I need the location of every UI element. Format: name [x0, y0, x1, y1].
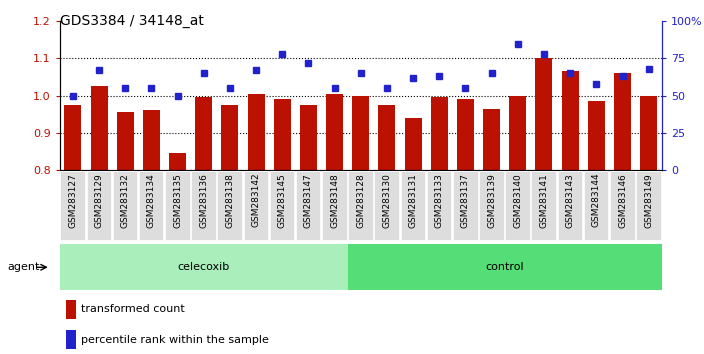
Text: transformed count: transformed count [81, 304, 184, 314]
Bar [248, 94, 265, 170]
FancyBboxPatch shape [191, 171, 216, 240]
Bar [352, 96, 370, 170]
FancyBboxPatch shape [61, 171, 85, 240]
FancyBboxPatch shape [270, 171, 294, 240]
Bar [588, 101, 605, 170]
Text: control: control [486, 262, 524, 272]
Text: GSM283141: GSM283141 [539, 173, 548, 228]
Bar [222, 105, 239, 170]
Text: GSM283142: GSM283142 [251, 173, 260, 227]
Text: GSM283135: GSM283135 [173, 173, 182, 228]
Bar [457, 99, 474, 170]
Bar [274, 99, 291, 170]
FancyBboxPatch shape [610, 171, 634, 240]
FancyBboxPatch shape [244, 171, 268, 240]
Bar [326, 94, 343, 170]
Text: GSM283148: GSM283148 [330, 173, 339, 228]
Bar [640, 96, 657, 170]
Text: GSM283139: GSM283139 [487, 173, 496, 228]
Text: GDS3384 / 34148_at: GDS3384 / 34148_at [60, 14, 203, 28]
Text: GSM283144: GSM283144 [592, 173, 601, 227]
Text: GSM283143: GSM283143 [565, 173, 574, 228]
FancyBboxPatch shape [532, 171, 556, 240]
Text: agent: agent [7, 262, 39, 272]
FancyBboxPatch shape [375, 171, 399, 240]
Text: GSM283145: GSM283145 [278, 173, 287, 228]
FancyBboxPatch shape [165, 171, 189, 240]
FancyBboxPatch shape [427, 171, 451, 240]
FancyBboxPatch shape [113, 171, 137, 240]
Text: GSM283131: GSM283131 [408, 173, 417, 228]
Bar [379, 105, 396, 170]
Bar [614, 73, 631, 170]
Bar [66, 330, 77, 349]
Bar [348, 244, 662, 290]
Text: GSM283132: GSM283132 [121, 173, 130, 228]
FancyBboxPatch shape [558, 171, 582, 240]
Text: GSM283133: GSM283133 [435, 173, 444, 228]
Text: percentile rank within the sample: percentile rank within the sample [81, 335, 269, 344]
FancyBboxPatch shape [348, 171, 373, 240]
Text: GSM283147: GSM283147 [304, 173, 313, 228]
FancyBboxPatch shape [505, 171, 530, 240]
Bar [195, 97, 213, 170]
Text: GSM283149: GSM283149 [644, 173, 653, 228]
Bar [300, 105, 317, 170]
Bar [483, 109, 500, 170]
Text: GSM283137: GSM283137 [461, 173, 470, 228]
Bar [143, 110, 160, 170]
FancyBboxPatch shape [584, 171, 608, 240]
FancyBboxPatch shape [322, 171, 346, 240]
Bar [536, 58, 553, 170]
Text: GSM283138: GSM283138 [225, 173, 234, 228]
Text: GSM283136: GSM283136 [199, 173, 208, 228]
Bar [431, 97, 448, 170]
FancyBboxPatch shape [479, 171, 503, 240]
Text: GSM283140: GSM283140 [513, 173, 522, 228]
Text: GSM283128: GSM283128 [356, 173, 365, 228]
Text: celecoxib: celecoxib [177, 262, 230, 272]
Bar [562, 72, 579, 170]
Text: GSM283146: GSM283146 [618, 173, 627, 228]
Bar [117, 112, 134, 170]
Text: GSM283129: GSM283129 [94, 173, 103, 228]
Bar [66, 300, 77, 319]
FancyBboxPatch shape [139, 171, 163, 240]
FancyBboxPatch shape [453, 171, 477, 240]
Bar [91, 86, 108, 170]
FancyBboxPatch shape [296, 171, 320, 240]
Bar [405, 118, 422, 170]
Bar [169, 153, 186, 170]
FancyBboxPatch shape [401, 171, 425, 240]
FancyBboxPatch shape [218, 171, 242, 240]
Text: GSM283127: GSM283127 [68, 173, 77, 228]
FancyBboxPatch shape [87, 171, 111, 240]
Text: GSM283130: GSM283130 [382, 173, 391, 228]
Text: GSM283134: GSM283134 [147, 173, 156, 228]
Bar [60, 244, 348, 290]
FancyBboxPatch shape [636, 171, 661, 240]
Bar [509, 96, 527, 170]
Bar [65, 105, 82, 170]
